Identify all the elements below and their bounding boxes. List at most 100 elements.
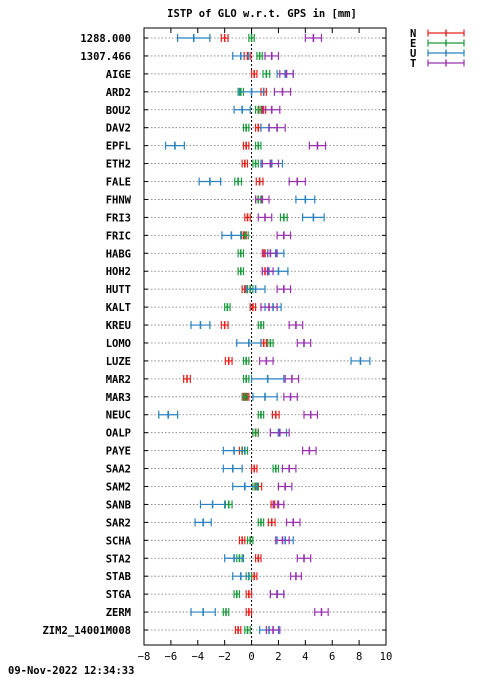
errorbar-u bbox=[245, 285, 266, 294]
errorbar-n bbox=[254, 554, 262, 563]
x-tick-label: 0 bbox=[248, 651, 254, 663]
errorbar-n bbox=[183, 374, 191, 383]
errorbar-e bbox=[254, 141, 262, 150]
errorbar-n bbox=[220, 34, 229, 42]
errorbar-t bbox=[275, 536, 290, 545]
errorbar-t bbox=[296, 554, 312, 563]
category-label: MAR2 bbox=[106, 374, 131, 386]
errorbar-e bbox=[224, 303, 231, 312]
errorbar-t bbox=[281, 464, 297, 473]
errorbar-t bbox=[263, 249, 278, 258]
category-label: OALP bbox=[106, 428, 131, 440]
errorbar-u bbox=[222, 464, 243, 473]
category-label: KREU bbox=[106, 320, 131, 332]
category-label: SAR2 bbox=[106, 517, 131, 529]
category-label: STAB bbox=[106, 571, 131, 583]
x-tick-label: 10 bbox=[380, 651, 393, 663]
errorbar-t bbox=[264, 51, 280, 60]
errorbar-t bbox=[285, 518, 301, 527]
errorbar-e bbox=[248, 34, 255, 42]
category-label: FRIC bbox=[106, 230, 131, 242]
errorbar-n bbox=[260, 338, 267, 347]
errorbar-e bbox=[241, 392, 249, 401]
legend-label-u: U bbox=[410, 48, 416, 60]
errorbar-e bbox=[252, 159, 259, 168]
errorbar-t bbox=[303, 410, 319, 419]
errorbar-n bbox=[234, 626, 242, 635]
errorbar-e bbox=[234, 177, 243, 186]
errorbar-u bbox=[194, 518, 212, 527]
category-label: HUTT bbox=[106, 284, 131, 296]
errorbar-n bbox=[250, 69, 258, 78]
errorbar-t bbox=[302, 446, 317, 455]
category-label: BOU2 bbox=[106, 105, 131, 117]
errorbar-t bbox=[259, 356, 274, 365]
errorbar-t bbox=[261, 159, 280, 168]
category-label: FALE bbox=[106, 177, 131, 189]
errorbar-u bbox=[232, 572, 250, 581]
errorbar-t bbox=[288, 321, 304, 330]
errorbar-t bbox=[314, 608, 329, 617]
errorbar-n bbox=[238, 536, 246, 545]
category-label: ARD2 bbox=[106, 87, 131, 99]
errorbar-e bbox=[242, 374, 250, 383]
category-label: LOMO bbox=[106, 338, 131, 350]
errorbar-e bbox=[272, 464, 280, 473]
legend-swatch-e bbox=[427, 39, 465, 47]
x-tick-label: −8 bbox=[138, 651, 151, 663]
errorbar-u bbox=[232, 482, 258, 491]
errorbar-u bbox=[190, 608, 216, 617]
x-tick-label: −6 bbox=[165, 651, 178, 663]
category-label: ETH2 bbox=[106, 159, 131, 171]
legend-swatch-t bbox=[427, 59, 465, 67]
category-label: FHNW bbox=[106, 194, 132, 206]
category-label: HABG bbox=[106, 248, 131, 260]
errorbar-t bbox=[279, 69, 294, 78]
legend-swatch-n bbox=[427, 29, 465, 37]
errorbar-e bbox=[262, 69, 271, 78]
category-label: MAR3 bbox=[106, 392, 131, 404]
errorbar-n bbox=[254, 123, 262, 132]
category-label: FRI3 bbox=[106, 212, 131, 224]
legend-label-e: E bbox=[410, 38, 416, 50]
errorbar-u bbox=[350, 356, 371, 365]
category-label: EPFL bbox=[106, 141, 131, 153]
errorbar-e bbox=[257, 518, 265, 527]
category-label: NEUC bbox=[106, 410, 131, 422]
legend-swatch-u bbox=[427, 49, 465, 57]
errorbar-e bbox=[222, 608, 230, 617]
x-tick-label: 4 bbox=[302, 651, 308, 663]
errorbar-t bbox=[261, 267, 274, 276]
category-label: STA2 bbox=[106, 553, 131, 565]
errorbar-t bbox=[308, 141, 327, 150]
errorbar-t bbox=[277, 482, 293, 491]
category-label: SCHA bbox=[106, 535, 132, 547]
errorbar-e bbox=[257, 410, 265, 419]
errorbar-u bbox=[232, 51, 250, 60]
errorbar-u bbox=[190, 321, 211, 330]
errorbar-u bbox=[222, 446, 246, 455]
errorbar-n bbox=[245, 608, 253, 617]
errorbar-n bbox=[245, 590, 253, 599]
category-label: KALT bbox=[106, 302, 131, 314]
errorbar-t bbox=[272, 500, 285, 509]
errorbar-n bbox=[250, 572, 258, 581]
errorbar-n bbox=[267, 518, 276, 527]
errorbar-e bbox=[252, 428, 259, 437]
errorbar-e bbox=[246, 536, 254, 545]
legend-label-n: N bbox=[410, 28, 416, 40]
errorbar-e bbox=[240, 231, 249, 240]
errorbar-t bbox=[276, 231, 292, 240]
errorbar-u bbox=[177, 34, 211, 42]
errorbar-e bbox=[267, 338, 274, 347]
errorbar-t bbox=[265, 626, 281, 635]
category-label: ZIM2_14001M008 bbox=[42, 625, 131, 637]
errorbar-u bbox=[199, 500, 226, 509]
x-tick-label: 8 bbox=[356, 651, 362, 663]
errorbar-t bbox=[289, 572, 302, 581]
errorbar-u bbox=[198, 177, 222, 186]
category-label: STGA bbox=[106, 589, 132, 601]
errorbar-u bbox=[295, 195, 316, 204]
errorbar-u bbox=[302, 213, 325, 222]
